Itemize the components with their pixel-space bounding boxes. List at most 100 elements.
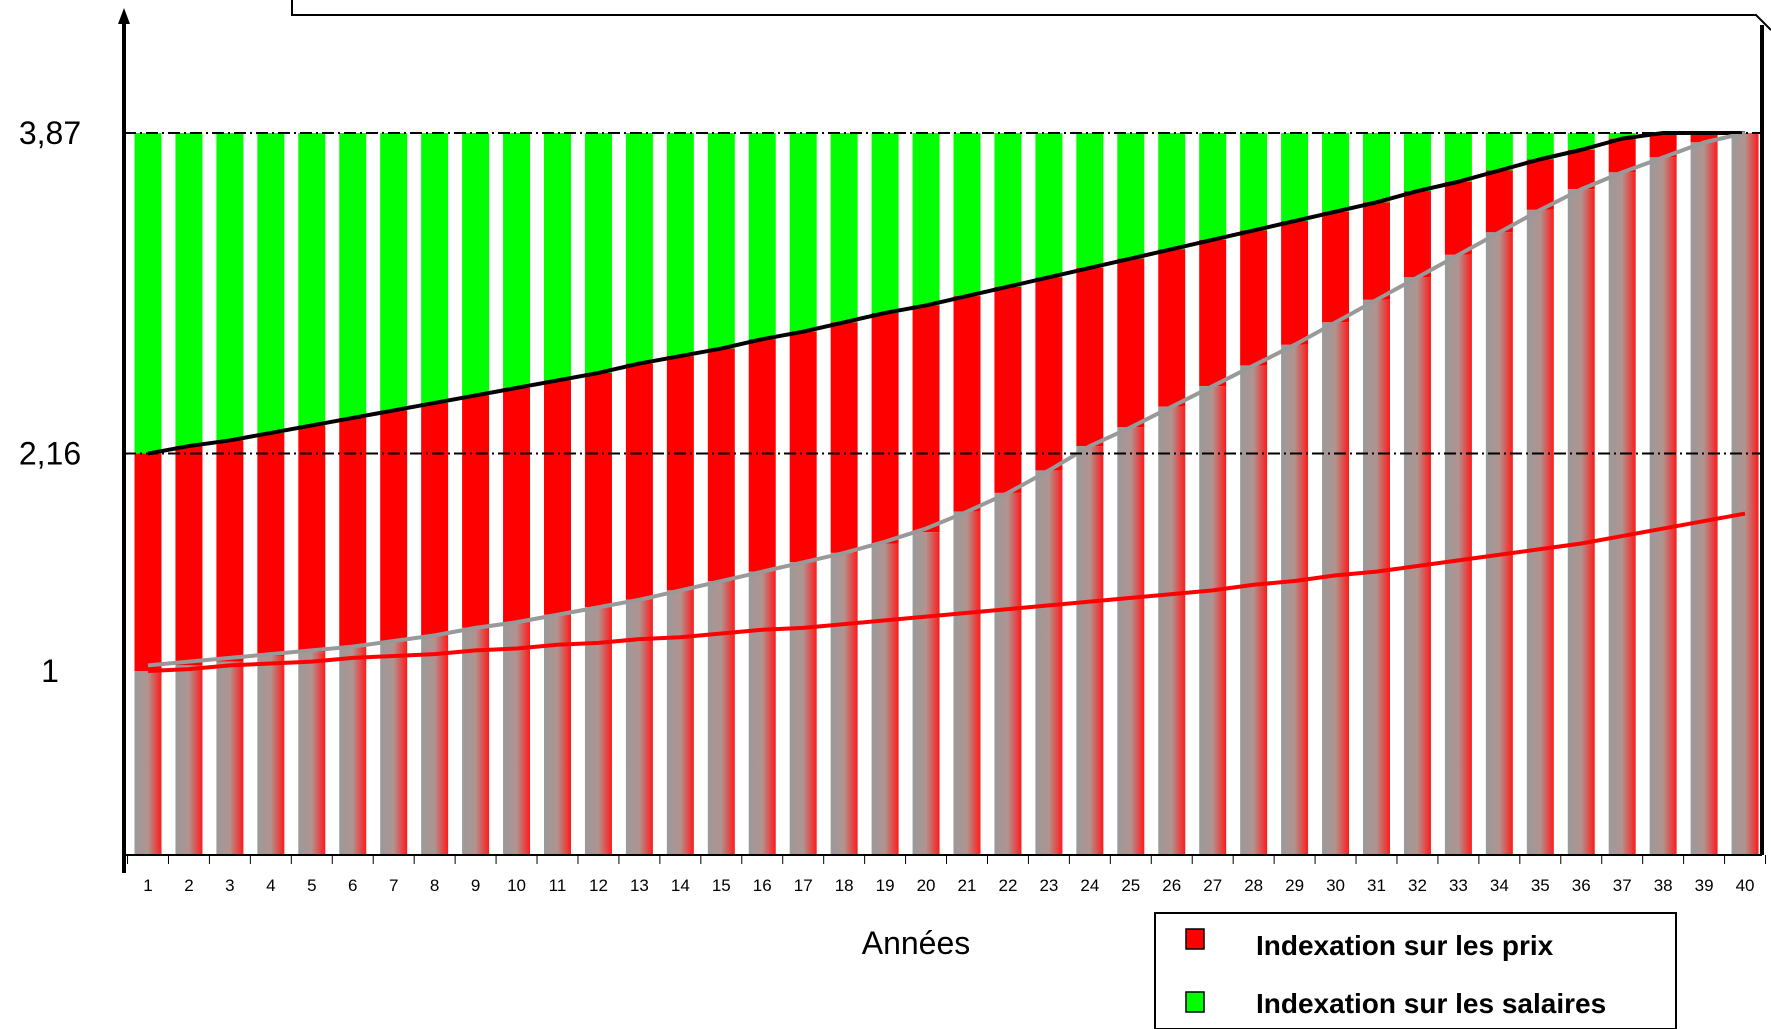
bar-salaires [666, 133, 694, 357]
bar-prix [1158, 249, 1186, 407]
x-tick-label: 30 [1326, 876, 1345, 895]
bar-base [912, 532, 940, 855]
x-tick-label: 7 [389, 876, 398, 895]
bar-prix [789, 331, 817, 563]
bar-base [1526, 209, 1554, 855]
bar-salaires [625, 133, 653, 364]
bar-salaires [1199, 133, 1227, 240]
y-axis-labels: 1 2,16 3,87 [19, 115, 81, 689]
bar-salaires [462, 133, 490, 396]
bar-base [1567, 189, 1595, 855]
bar-salaires [380, 133, 408, 411]
bar-prix [462, 395, 490, 628]
bar-salaires [830, 133, 858, 323]
bar-prix [298, 425, 326, 653]
bar-salaires [1117, 133, 1145, 259]
bar-base [1485, 232, 1513, 855]
x-tick-label: 21 [958, 876, 977, 895]
x-tick-label: 28 [1244, 876, 1263, 895]
bar-salaires [257, 133, 285, 433]
bar-prix [584, 372, 612, 608]
bar-prix [257, 432, 285, 657]
bar-salaires [953, 133, 981, 297]
bar-prix [134, 453, 162, 671]
x-tick-label: 14 [671, 876, 690, 895]
bar-prix [1281, 221, 1309, 345]
bar-base [953, 511, 981, 855]
x-tick-label: 25 [1121, 876, 1140, 895]
series-line-1 [147, 131, 1746, 668]
legend-swatch-prix [1185, 928, 1205, 950]
bar-prix [421, 402, 449, 636]
x-tick-label: 26 [1162, 876, 1181, 895]
bar-base [707, 581, 735, 855]
bar-base [1035, 470, 1063, 855]
bar-prix [339, 417, 367, 647]
bar-salaires [1526, 133, 1554, 160]
bar-base [257, 656, 285, 855]
bar-prix [1444, 181, 1472, 255]
bar-prix [380, 410, 408, 642]
x-tick-label: 40 [1736, 876, 1755, 895]
bar-salaires [503, 133, 531, 388]
legend-swatch-salaires [1185, 991, 1205, 1013]
bar-salaires [871, 133, 899, 313]
bar-prix [1035, 277, 1063, 471]
bar-salaires [994, 133, 1022, 287]
x-tick-label: 12 [589, 876, 608, 895]
bar-salaires [748, 133, 776, 340]
x-tick-label: 17 [794, 876, 813, 895]
x-tick-label: 15 [712, 876, 731, 895]
bar-prix [1608, 138, 1636, 173]
bar-salaires [1158, 133, 1186, 250]
bar-base [1076, 446, 1104, 855]
bar-prix [503, 387, 531, 623]
bar-salaires [1322, 133, 1350, 212]
bar-base [584, 607, 612, 855]
x-tick-label: 3 [225, 876, 234, 895]
top-frame [291, 0, 1771, 31]
x-tick-label: 20 [917, 876, 936, 895]
bar-salaires [1035, 133, 1063, 278]
bar-base [298, 652, 326, 855]
bar-base [1117, 427, 1145, 855]
bar-prix [1567, 149, 1595, 190]
bar-salaires [1485, 133, 1513, 171]
bar-prix [544, 380, 571, 615]
bar-salaires [544, 133, 571, 381]
bar-prix [1403, 191, 1431, 278]
bar-base [462, 627, 490, 855]
bar-base [625, 599, 653, 855]
bar-salaires [584, 133, 612, 373]
bar-salaires [1363, 133, 1390, 203]
bar-prix [625, 363, 653, 600]
x-tick-label: 11 [549, 876, 567, 895]
bar-base [748, 571, 776, 855]
bar-salaires [912, 133, 940, 306]
x-tick-label: 19 [876, 876, 895, 895]
x-tick-label: 37 [1613, 876, 1632, 895]
bar-salaires [1403, 133, 1431, 192]
bar-salaires [707, 133, 735, 349]
x-tick-label: 22 [998, 876, 1017, 895]
bar-base [994, 492, 1022, 855]
x-tick-label: 5 [307, 876, 316, 895]
bar-base [1731, 133, 1759, 855]
lines-layer [147, 131, 1746, 673]
y-tick-label: 1 [41, 653, 59, 689]
bar-base [1608, 172, 1636, 856]
bar-salaires [175, 133, 203, 447]
x-tick-label: 29 [1285, 876, 1304, 895]
bar-base [175, 665, 203, 855]
legend-label-prix: Indexation sur les prix [1256, 930, 1554, 961]
x-tick-label: 16 [753, 876, 772, 895]
x-tick-label: 10 [507, 876, 526, 895]
bar-salaires [134, 133, 162, 454]
bar-prix [1076, 267, 1104, 447]
bar-prix [912, 305, 940, 533]
bar-prix [1363, 202, 1390, 300]
x-tick-label: 13 [630, 876, 649, 895]
x-tick-label: 23 [1039, 876, 1058, 895]
bar-base [1363, 299, 1390, 855]
